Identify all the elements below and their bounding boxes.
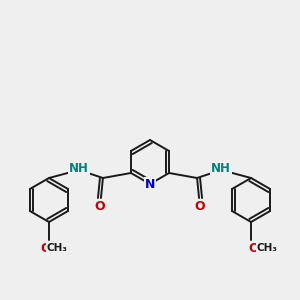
Text: NH: NH (69, 163, 89, 176)
Text: O: O (195, 200, 206, 214)
Text: O: O (94, 200, 105, 214)
Text: N: N (145, 178, 155, 190)
Text: O: O (40, 242, 51, 254)
Text: NH: NH (211, 163, 231, 176)
Text: CH₃: CH₃ (256, 243, 278, 253)
Text: CH₃: CH₃ (46, 243, 68, 253)
Text: O: O (249, 242, 260, 254)
